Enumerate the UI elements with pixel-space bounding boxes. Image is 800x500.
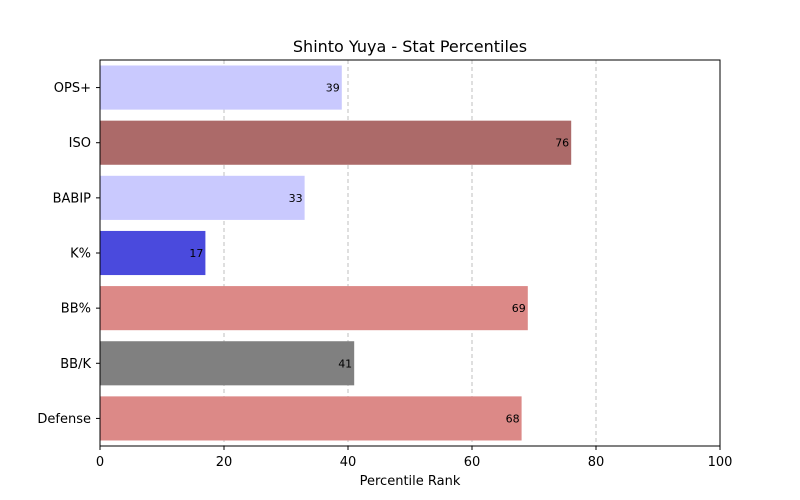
data-label: 17: [189, 247, 203, 260]
bar: [100, 396, 522, 441]
y-tick-label: OPS+: [54, 81, 91, 96]
chart-title: Shinto Yuya - Stat Percentiles: [293, 37, 527, 56]
x-tick-label: 40: [340, 455, 357, 470]
x-tick-label: 20: [216, 455, 233, 470]
x-tick-label: 80: [588, 455, 605, 470]
y-tick-label: BABIP: [53, 191, 92, 206]
x-tick-label: 60: [464, 455, 481, 470]
y-tick-label: BB/K: [60, 357, 91, 372]
y-tick-label: BB%: [61, 302, 91, 317]
bar: [100, 175, 305, 220]
data-label: 69: [512, 302, 526, 315]
bar: [100, 230, 206, 276]
y-axis: OPS+ ISO BABIP K% BB% BB/K Defense: [37, 81, 100, 427]
x-axis-label: Percentile Rank: [360, 474, 461, 489]
data-label: 76: [555, 137, 569, 150]
bar: [100, 341, 355, 386]
x-tick-label: 0: [96, 455, 104, 470]
y-tick-label: K%: [70, 247, 91, 262]
data-labels: 39 76 33 17 69 41 68: [189, 82, 569, 426]
data-label: 39: [326, 82, 340, 95]
bar: [100, 286, 528, 331]
bar: [100, 65, 342, 110]
x-axis: 0 20 40 60 80 100: [96, 446, 733, 470]
bars: [100, 65, 572, 441]
data-label: 41: [338, 357, 352, 370]
x-tick-label: 100: [708, 455, 733, 470]
data-label: 33: [289, 192, 303, 205]
bar: [100, 120, 572, 165]
data-label: 68: [506, 412, 520, 425]
y-tick-label: ISO: [69, 136, 91, 151]
y-tick-label: Defense: [37, 412, 91, 427]
